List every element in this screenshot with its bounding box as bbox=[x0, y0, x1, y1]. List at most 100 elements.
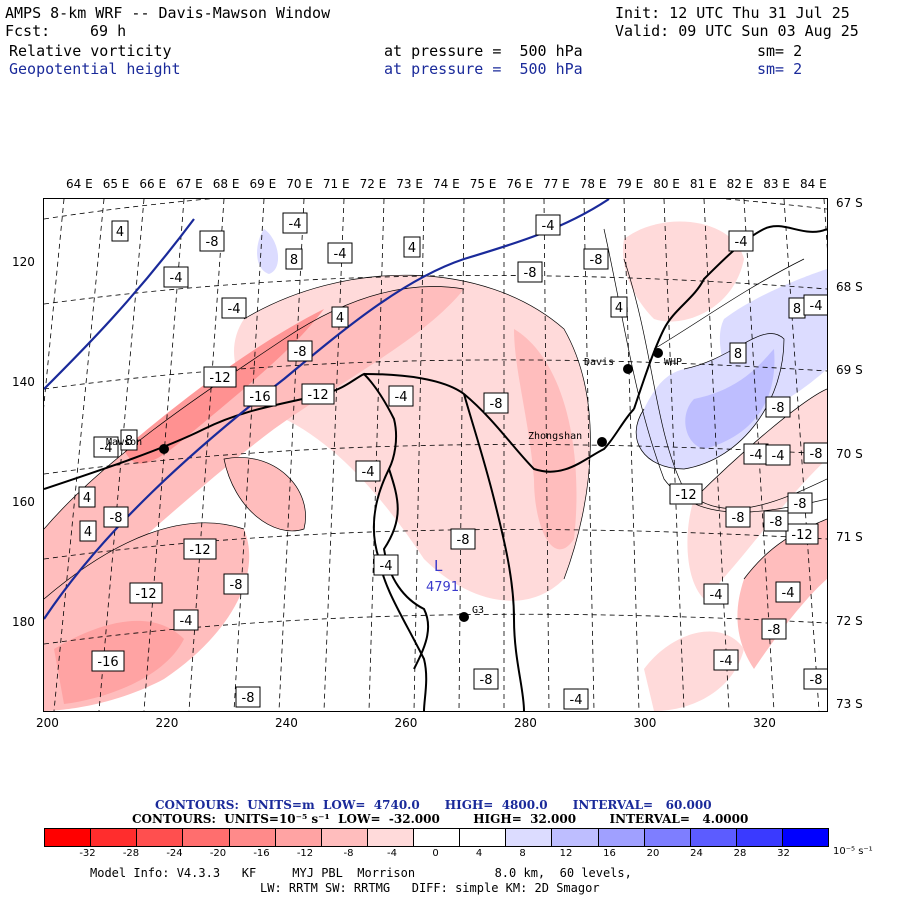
colorbar-swatch bbox=[229, 829, 276, 846]
contour-label: -4 bbox=[728, 230, 754, 252]
colorbar-tick-label: -32 bbox=[79, 848, 96, 859]
contour-label: -4 bbox=[535, 214, 561, 236]
svg-text:-4: -4 bbox=[782, 586, 795, 601]
longitude-label: 82 E bbox=[726, 177, 754, 191]
contour-label: -8 bbox=[803, 668, 827, 690]
longitude-label: 78 E bbox=[579, 177, 607, 191]
colorbar bbox=[44, 828, 829, 847]
station-label: WHP bbox=[664, 357, 682, 368]
contour-label: 8 bbox=[788, 297, 806, 319]
longitude-label: 79 E bbox=[616, 177, 644, 191]
longitude-label: 84 E bbox=[800, 177, 827, 191]
contour-label: -8 bbox=[787, 492, 813, 514]
station-marker bbox=[653, 348, 663, 358]
svg-text:-8: -8 bbox=[480, 673, 493, 688]
colorbar-tick-label: -24 bbox=[166, 848, 183, 859]
contour-label: -8 bbox=[517, 261, 543, 283]
station-label: Zhongshan bbox=[528, 431, 582, 442]
contour-label: -8 bbox=[761, 618, 787, 640]
colorbar-swatch bbox=[367, 829, 414, 846]
contour-label: 8 bbox=[285, 248, 303, 270]
station-marker bbox=[459, 612, 469, 622]
svg-text:-4: -4 bbox=[570, 693, 583, 708]
colorbar-unit: 10⁻⁵ s⁻¹ bbox=[833, 846, 873, 857]
contour-label: -4 bbox=[173, 609, 199, 631]
contour-label: -8 bbox=[199, 230, 225, 252]
svg-text:4: 4 bbox=[615, 301, 623, 316]
low-value: 4791 bbox=[426, 580, 459, 595]
station-label: G3 bbox=[472, 605, 484, 616]
contour-label: -8 bbox=[450, 528, 476, 550]
svg-text:-12: -12 bbox=[307, 388, 328, 403]
valid-time: Valid: 09 UTC Sun 03 Aug 25 bbox=[615, 22, 859, 40]
svg-text:-8: -8 bbox=[772, 401, 785, 416]
grid-x-label: 260 bbox=[394, 716, 418, 730]
colorbar-swatch bbox=[644, 829, 691, 846]
svg-text:-4: -4 bbox=[810, 299, 823, 314]
station-marker bbox=[159, 444, 169, 454]
contour-label: -4 bbox=[282, 212, 308, 234]
height-contour-info: CONTOURS: UNITS=m LOW= 4740.0 HIGH= 4800… bbox=[155, 798, 712, 812]
svg-text:-4: -4 bbox=[380, 559, 393, 574]
contour-label: -4 bbox=[163, 266, 189, 288]
svg-text:4: 4 bbox=[408, 241, 416, 256]
colorbar-swatch bbox=[275, 829, 322, 846]
colorbar-swatch bbox=[690, 829, 737, 846]
svg-text:-8: -8 bbox=[810, 673, 823, 688]
colorbar-tick-label: -16 bbox=[253, 848, 270, 859]
contour-label: 4 bbox=[79, 520, 97, 542]
colorbar-swatch bbox=[321, 829, 368, 846]
svg-text:-8: -8 bbox=[810, 447, 823, 462]
svg-text:-8: -8 bbox=[770, 515, 783, 530]
grid-y-label: 140 bbox=[12, 375, 35, 389]
svg-text:-4: -4 bbox=[334, 247, 347, 262]
colorbar-swatch bbox=[736, 829, 783, 846]
svg-text:-8: -8 bbox=[242, 691, 255, 706]
station-whp: WHP bbox=[653, 348, 682, 368]
contour-label: 4 bbox=[111, 220, 129, 242]
contour-label: -4 bbox=[327, 242, 353, 264]
latitude-label: 69 S bbox=[836, 363, 863, 377]
contour-label: -8 bbox=[287, 340, 313, 362]
longitude-label: 74 E bbox=[433, 177, 460, 191]
svg-text:-8: -8 bbox=[524, 266, 537, 281]
contour-label: -8 bbox=[235, 686, 261, 708]
grid-x-label: 280 bbox=[514, 716, 537, 730]
svg-text:-8: -8 bbox=[110, 511, 123, 526]
contour-label: -4 bbox=[355, 460, 381, 482]
colorbar-tick-label: -4 bbox=[387, 848, 397, 859]
field1-pressure: at pressure = 500 hPa bbox=[384, 42, 583, 60]
vorticity-shading bbox=[44, 221, 827, 711]
field1-smoothing: sm= 2 bbox=[757, 42, 803, 60]
field2-name: Geopotential height bbox=[9, 60, 181, 78]
longitude-label: 80 E bbox=[653, 177, 680, 191]
contour-label: 4 bbox=[403, 236, 421, 258]
contour-label: -4 bbox=[93, 436, 119, 458]
graticule bbox=[44, 199, 827, 711]
colorbar-tick-label: 20 bbox=[646, 848, 660, 859]
low-symbol: L bbox=[434, 557, 443, 575]
colorbar-tick-label: 0 bbox=[432, 848, 439, 859]
station-mawson: Mawson bbox=[106, 437, 169, 454]
colorbar-tick-label: 24 bbox=[690, 848, 703, 859]
svg-text:-8: -8 bbox=[294, 345, 307, 360]
contour-label: -4 bbox=[373, 554, 399, 576]
svg-text:-12: -12 bbox=[675, 488, 696, 503]
latitude-label: 73 S bbox=[836, 697, 863, 711]
station-label: Mawson bbox=[106, 437, 142, 448]
longitude-label: 75 E bbox=[469, 177, 497, 191]
svg-text:-8: -8 bbox=[590, 253, 603, 268]
contour-label: -8 bbox=[223, 573, 249, 595]
forecast-label: Fcst: bbox=[5, 22, 51, 40]
contour-label: -8 bbox=[765, 396, 791, 418]
svg-text:-8: -8 bbox=[490, 397, 503, 412]
svg-text:-4: -4 bbox=[720, 654, 733, 669]
station-g3: G3 bbox=[459, 605, 484, 622]
colorbar-tick-label: 28 bbox=[733, 848, 747, 859]
station-label: Davis bbox=[584, 357, 614, 368]
station-marker bbox=[623, 364, 633, 374]
contour-label: 4 bbox=[331, 306, 349, 328]
grid-x-label: 320 bbox=[753, 716, 776, 730]
svg-text:-12: -12 bbox=[209, 371, 230, 386]
svg-text:4: 4 bbox=[116, 225, 124, 240]
